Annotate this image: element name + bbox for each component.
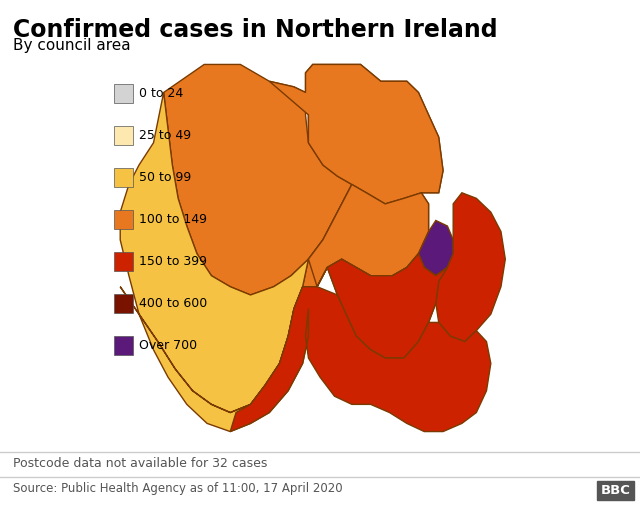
Text: 400 to 600: 400 to 600 [140, 297, 208, 310]
Bar [115, 168, 133, 187]
Text: By council area: By council area [13, 38, 131, 53]
Polygon shape [269, 65, 443, 204]
Polygon shape [305, 65, 443, 204]
Polygon shape [327, 253, 447, 358]
Text: 150 to 399: 150 to 399 [140, 255, 207, 268]
Bar [115, 210, 133, 229]
Bar [115, 126, 133, 145]
Polygon shape [308, 184, 429, 287]
Text: Confirmed cases in Northern Ireland: Confirmed cases in Northern Ireland [13, 18, 497, 42]
Text: 50 to 99: 50 to 99 [140, 171, 192, 184]
Polygon shape [317, 253, 447, 358]
Bar [115, 252, 133, 271]
Text: Postcode data not available for 32 cases: Postcode data not available for 32 cases [13, 457, 267, 470]
Polygon shape [164, 65, 352, 295]
Bar [115, 336, 133, 355]
Text: BBC: BBC [601, 484, 630, 497]
Polygon shape [303, 184, 429, 309]
Bar [115, 84, 133, 103]
Text: 25 to 49: 25 to 49 [140, 129, 191, 142]
Polygon shape [419, 221, 453, 275]
Polygon shape [436, 193, 506, 342]
Text: 0 to 24: 0 to 24 [140, 87, 184, 100]
Polygon shape [230, 287, 491, 432]
Bar [115, 294, 133, 313]
Text: 100 to 149: 100 to 149 [140, 213, 207, 226]
Text: Source: Public Health Agency as of 11:00, 17 April 2020: Source: Public Health Agency as of 11:00… [13, 482, 342, 495]
Text: Over 700: Over 700 [140, 339, 198, 352]
Polygon shape [120, 93, 308, 432]
